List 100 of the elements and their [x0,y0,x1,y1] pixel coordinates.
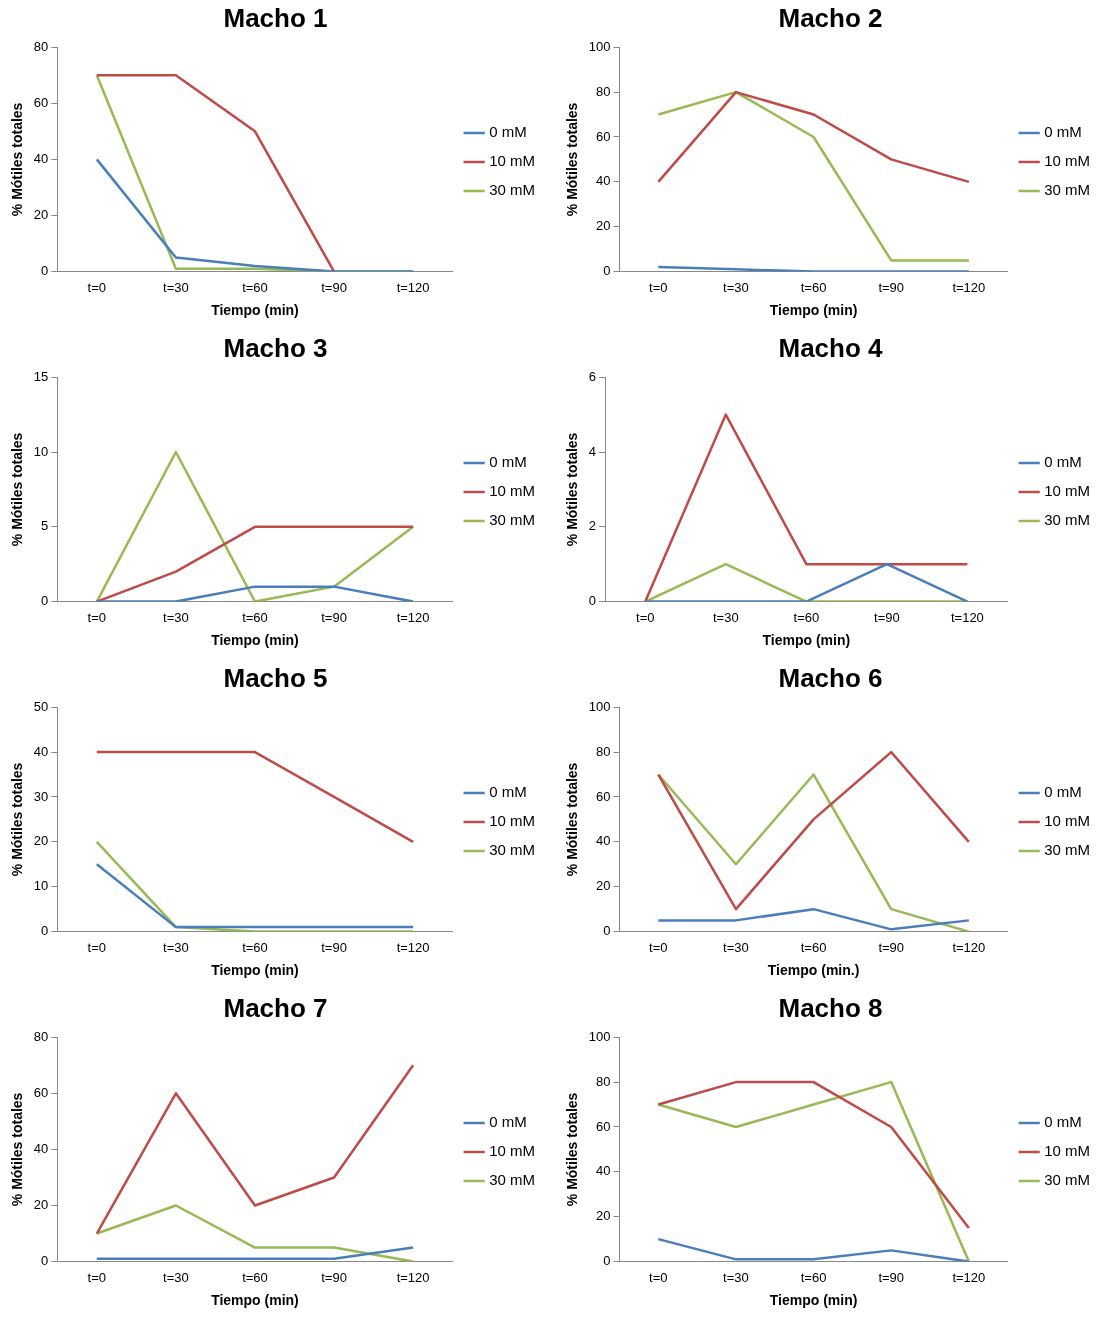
legend-label: 0 mM [1044,123,1082,141]
y-tick-label: 60 [33,94,49,110]
x-tick-label: t=120 [396,279,430,295]
x-tick-label: t=30 [163,279,189,295]
x-axis-title: Tiempo (min.) [767,962,860,979]
x-tick-label: t=30 [163,939,189,955]
y-tick-label: 6 [588,368,597,384]
x-tick-label: t=0 [87,279,107,295]
y-tick-label: 20 [33,207,49,223]
chart-title: Macho 6 [778,662,883,693]
y-tick-label: 0 [603,263,611,279]
legend-label: 30 mM [1044,1171,1090,1189]
y-tick-label: 10 [33,443,49,459]
x-tick-label: t=0 [87,939,107,955]
x-tick-label: t=0 [649,939,668,955]
y-axis-title: % Mótiles totales [9,762,26,877]
x-tick-label: t=120 [396,609,430,625]
x-tick-label: t=60 [242,1269,268,1285]
legend-label: 10 mM [1044,812,1090,830]
y-tick-label: 20 [596,1208,611,1224]
y-tick-label: 0 [603,1253,611,1269]
x-tick-label: t=60 [242,939,268,955]
legend-label: 30 mM [1044,841,1090,859]
x-tick-label: t=120 [396,939,430,955]
chart-title: Macho 2 [778,2,883,33]
legend-label: 10 mM [489,812,535,830]
chart-title: Macho 1 [223,2,328,33]
y-tick-label: 10 [33,878,49,894]
x-tick-label: t=60 [800,1269,827,1285]
y-axis-title: % Mótiles totales [564,432,581,547]
x-axis-title: Tiempo (min) [211,302,299,319]
x-tick-label: t=60 [242,609,268,625]
legend-label: 0 mM [489,1113,527,1131]
x-axis-title: Tiempo (min) [211,1292,299,1309]
legend-label: 10 mM [489,152,535,170]
chart-title: Macho 7 [223,992,328,1023]
x-tick-label: t=90 [321,1269,347,1285]
y-tick-label: 0 [41,263,49,279]
y-tick-label: 100 [588,1028,611,1044]
x-tick-label: t=120 [396,1269,430,1285]
y-tick-label: 40 [596,173,611,189]
y-tick-label: 0 [41,923,49,939]
y-tick-label: 40 [596,1163,611,1179]
x-tick-label: t=90 [878,279,905,295]
legend-label: 10 mM [489,1142,535,1160]
x-tick-label: t=120 [952,939,986,955]
legend-label: 0 mM [489,123,527,141]
legend-label: 30 mM [489,1171,535,1189]
y-tick-label: 20 [33,833,49,849]
y-tick-label: 80 [596,743,611,759]
x-tick-label: t=120 [950,609,984,625]
x-tick-label: t=120 [952,1269,986,1285]
x-tick-label: t=0 [649,1269,668,1285]
legend-label: 30 mM [489,841,535,859]
y-axis-title: % Mótiles totales [564,762,581,877]
x-axis-title: Tiempo (min) [762,632,851,649]
y-tick-label: 100 [588,38,611,54]
x-tick-label: t=30 [723,1269,749,1285]
legend-label: 30 mM [489,181,535,199]
y-tick-label: 30 [33,788,49,804]
y-tick-label: 80 [33,1028,49,1044]
legend-label: 0 mM [1044,783,1082,801]
y-tick-label: 40 [33,743,49,759]
y-tick-label: 0 [588,593,597,609]
x-tick-label: t=90 [878,939,905,955]
y-tick-label: 60 [596,128,611,144]
y-tick-label: 20 [33,1197,49,1213]
y-tick-label: 0 [603,923,611,939]
x-tick-label: t=30 [723,279,749,295]
y-tick-label: 40 [596,833,611,849]
y-tick-label: 2 [588,518,597,534]
x-axis-title: Tiempo (min) [769,302,858,319]
legend-label: 0 mM [489,783,527,801]
x-tick-label: t=0 [87,609,107,625]
y-tick-label: 40 [33,1140,49,1156]
legend-label: 30 mM [1044,511,1090,529]
chart-title: Macho 3 [223,332,328,363]
legend-label: 0 mM [1044,1113,1082,1131]
y-tick-label: 20 [596,878,611,894]
legend-label: 30 mM [1044,181,1090,199]
x-tick-label: t=90 [874,609,900,625]
y-axis-title: % Mótiles totales [564,1092,581,1207]
y-tick-label: 60 [33,1084,49,1100]
y-tick-label: 20 [596,218,611,234]
x-tick-label: t=0 [87,1269,107,1285]
x-tick-label: t=90 [321,279,347,295]
legend-label: 0 mM [1044,453,1082,471]
y-tick-label: 0 [41,593,49,609]
chart-title: Macho 5 [223,662,328,693]
y-axis-title: % Mótiles totales [564,102,581,217]
x-tick-label: t=30 [712,609,739,625]
y-tick-label: 80 [596,1073,611,1089]
x-tick-label: t=120 [952,279,986,295]
y-tick-label: 80 [33,38,49,54]
y-tick-label: 100 [588,698,611,714]
x-tick-label: t=90 [321,609,347,625]
x-tick-label: t=90 [321,939,347,955]
x-tick-label: t=60 [800,279,827,295]
y-tick-label: 80 [596,83,611,99]
x-tick-label: t=30 [723,939,749,955]
